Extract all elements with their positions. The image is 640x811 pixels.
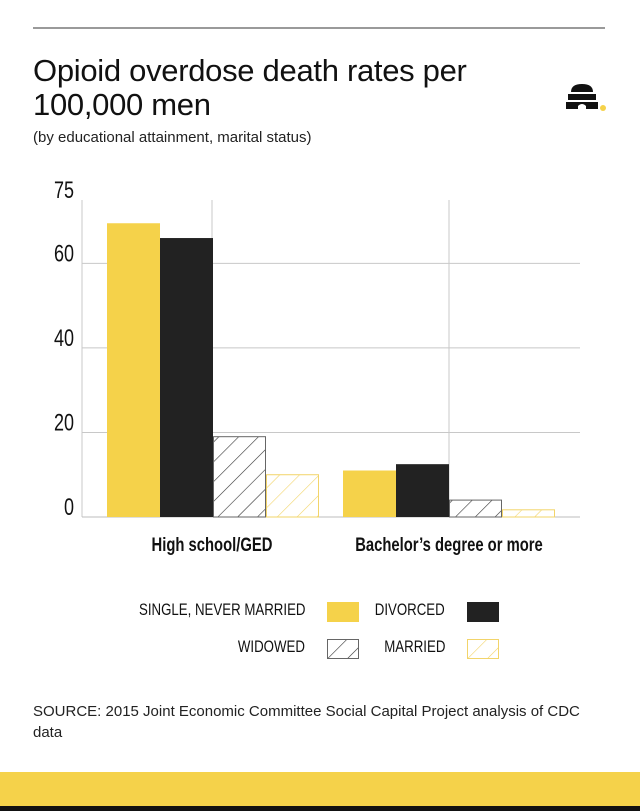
legend-label-widowed: WIDOWED <box>237 637 305 656</box>
legend-label-married: MARRIED <box>383 637 445 656</box>
bar-single-never-married-bachelors <box>343 470 396 517</box>
legend: SINGLE, NEVER MARRIED DIVORCED WIDOWED M… <box>0 595 640 675</box>
top-divider <box>33 27 605 29</box>
x-category-label: High school/GED <box>152 534 273 555</box>
y-tick-label: 20 <box>54 410 74 436</box>
bars-layer <box>107 223 555 518</box>
legend-swatch-single <box>327 602 359 622</box>
chart-subtitle: (by educational attainment, marital stat… <box>33 129 312 146</box>
x-axis-categories: High school/GED Bachelor’s degree or more <box>152 534 543 555</box>
legend-swatch-married <box>467 639 499 659</box>
bar-widowed-bachelors <box>449 499 502 518</box>
beehive-logo-icon <box>566 84 606 111</box>
footer-yellow-bar <box>0 772 640 806</box>
bar-widowed-high-school <box>213 436 266 518</box>
footer-black-strip <box>0 806 640 811</box>
legend-swatch-widowed <box>327 639 359 659</box>
source-note: SOURCE: 2015 Joint Economic Committee So… <box>33 703 580 741</box>
y-tick-label: 40 <box>54 326 74 352</box>
bar-divorced-bachelors <box>396 464 449 517</box>
bar-divorced-high-school <box>160 238 213 517</box>
y-tick-label: 75 <box>54 180 74 204</box>
legend-label-single: SINGLE, NEVER MARRIED <box>138 600 305 619</box>
x-category-label: Bachelor’s degree or more <box>355 534 543 555</box>
y-tick-label: 60 <box>54 241 74 267</box>
y-axis-ticks: 0 20 40 60 75 <box>54 180 74 521</box>
legend-label-divorced: DIVORCED <box>375 600 445 619</box>
bar-single-never-married-high-school <box>107 223 160 517</box>
bar-married-high-school <box>266 474 319 518</box>
legend-swatch-divorced <box>467 602 499 622</box>
bar-married-bachelors <box>502 509 555 518</box>
bar-chart: 0 20 40 60 75 High school/GED Bachelor’s degr… <box>54 180 580 555</box>
y-tick-label: 0 <box>64 495 74 521</box>
chart-title: Opioid overdose death rates per 100,000 … <box>33 53 467 122</box>
